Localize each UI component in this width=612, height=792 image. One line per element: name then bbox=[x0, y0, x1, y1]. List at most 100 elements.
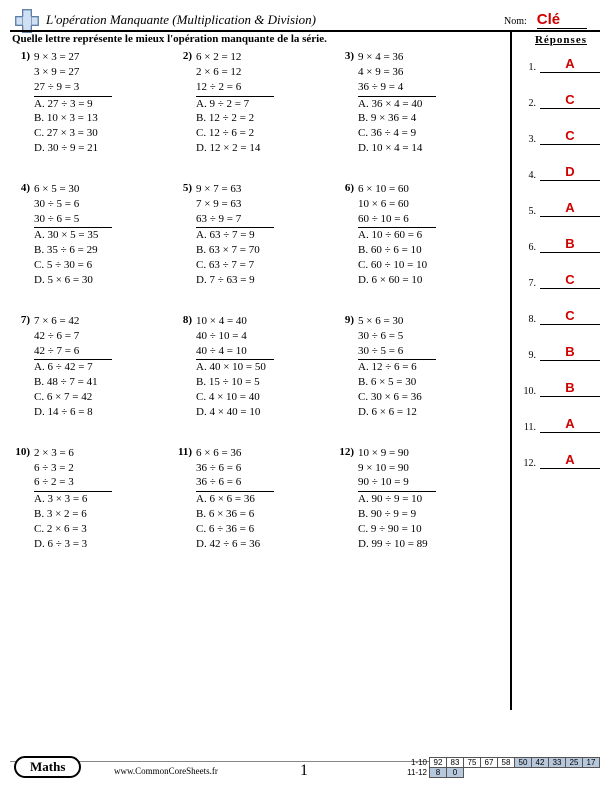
problem-body: 9 × 3 = 273 × 9 = 2727 ÷ 9 = 3A. 27 ÷ 3 … bbox=[34, 50, 112, 156]
answer-number: 12. bbox=[522, 458, 536, 469]
answer-choice: D. 99 ÷ 10 = 89 bbox=[358, 537, 436, 552]
equation-line: 27 ÷ 9 = 3 bbox=[34, 80, 112, 97]
equation-line: 4 × 9 = 36 bbox=[358, 65, 436, 80]
problem: 2)6 × 2 = 122 × 6 = 1212 ÷ 2 = 6A. 9 ÷ 2… bbox=[174, 50, 336, 156]
page-number: 1 bbox=[300, 762, 308, 780]
answer-choice: C. 4 × 10 = 40 bbox=[196, 390, 274, 405]
equation-line: 40 ÷ 4 = 10 bbox=[196, 344, 274, 361]
answer-choice: C. 6 ÷ 36 = 6 bbox=[196, 522, 274, 537]
answer-number: 3. bbox=[522, 134, 536, 145]
problem: 4)6 × 5 = 3030 ÷ 5 = 630 ÷ 6 = 5A. 30 × … bbox=[12, 182, 174, 288]
equation-line: 90 ÷ 10 = 9 bbox=[358, 475, 436, 492]
answer-choice: D. 10 × 4 = 14 bbox=[358, 141, 436, 156]
answer-number: 9. bbox=[522, 350, 536, 361]
problem-number: 11) bbox=[174, 446, 196, 458]
answer-row: 2.C bbox=[522, 92, 600, 109]
problem-number: 9) bbox=[336, 314, 358, 326]
answer-choice: A. 10 ÷ 60 = 6 bbox=[358, 228, 436, 243]
equation-line: 63 ÷ 9 = 7 bbox=[196, 212, 274, 229]
equation-line: 30 ÷ 5 = 6 bbox=[34, 197, 112, 212]
answer-choice: C. 12 ÷ 6 = 2 bbox=[196, 126, 274, 141]
answer-choice: C. 9 ÷ 90 = 10 bbox=[358, 522, 436, 537]
problem-number: 2) bbox=[174, 50, 196, 62]
answer-choice: A. 36 × 4 = 40 bbox=[358, 97, 436, 112]
equation-line: 2 × 6 = 12 bbox=[196, 65, 274, 80]
footer: Maths www.CommonCoreSheets.fr 1 1-109283… bbox=[12, 752, 600, 782]
answer-value: C bbox=[540, 128, 600, 145]
equation-line: 36 ÷ 9 = 4 bbox=[358, 80, 436, 97]
equation-line: 6 ÷ 3 = 2 bbox=[34, 461, 112, 476]
answer-row: 9.B bbox=[522, 344, 600, 361]
equation-line: 60 ÷ 10 = 6 bbox=[358, 212, 436, 229]
problem-body: 9 × 7 = 637 × 9 = 6363 ÷ 9 = 7A. 63 ÷ 7 … bbox=[196, 182, 274, 288]
answer-row: 1. A bbox=[522, 56, 600, 73]
answer-number: 6. bbox=[522, 242, 536, 253]
equation-line: 6 × 10 = 60 bbox=[358, 182, 436, 197]
answer-choice: B. 35 ÷ 6 = 29 bbox=[34, 243, 112, 258]
equation-line: 10 × 9 = 90 bbox=[358, 446, 436, 461]
answer-choice: A. 90 ÷ 9 = 10 bbox=[358, 492, 436, 507]
worksheet-page: L'opération Manquante (Multiplication & … bbox=[0, 0, 612, 792]
equation-line: 30 ÷ 6 = 5 bbox=[358, 329, 436, 344]
equation-line: 6 × 2 = 12 bbox=[196, 50, 274, 65]
answer-number: 5. bbox=[522, 206, 536, 217]
answer-choice: B. 9 × 36 = 4 bbox=[358, 111, 436, 126]
answer-row: 6. B bbox=[522, 236, 600, 253]
answer-key-label: Clé bbox=[537, 11, 587, 29]
problem-body: 6 × 5 = 3030 ÷ 5 = 630 ÷ 6 = 5A. 30 × 5 … bbox=[34, 182, 112, 288]
problem-body: 6 × 10 = 6010 × 6 = 6060 ÷ 10 = 6A. 10 ÷… bbox=[358, 182, 436, 288]
answer-choice: A. 3 × 3 = 6 bbox=[34, 492, 112, 507]
answer-choice: B. 90 ÷ 9 = 9 bbox=[358, 507, 436, 522]
answer-value: A bbox=[540, 200, 600, 217]
equation-line: 2 × 3 = 6 bbox=[34, 446, 112, 461]
problem-body: 5 × 6 = 3030 ÷ 6 = 530 ÷ 5 = 6A. 12 ÷ 6 … bbox=[358, 314, 436, 420]
problem: 3)9 × 4 = 364 × 9 = 3636 ÷ 9 = 4A. 36 × … bbox=[336, 50, 498, 156]
score-grid: 1-109283756758504233251711-1280 bbox=[406, 757, 601, 778]
answer-choice: D. 5 × 6 = 30 bbox=[34, 273, 112, 288]
equation-line: 36 ÷ 6 = 6 bbox=[196, 461, 274, 476]
problem: 7)7 × 6 = 4242 ÷ 6 = 742 ÷ 7 = 6A. 6 ÷ 4… bbox=[12, 314, 174, 420]
answer-value: A bbox=[540, 56, 600, 73]
problem-body: 2 × 3 = 66 ÷ 3 = 26 ÷ 2 = 3A. 3 × 3 = 6B… bbox=[34, 446, 112, 552]
answer-choice: B. 12 ÷ 2 = 2 bbox=[196, 111, 274, 126]
answer-number: 8. bbox=[522, 314, 536, 325]
problem: 6)6 × 10 = 6010 × 6 = 6060 ÷ 10 = 6A. 10… bbox=[336, 182, 498, 288]
answer-choice: D. 12 × 2 = 14 bbox=[196, 141, 274, 156]
answer-choice: C. 30 × 6 = 36 bbox=[358, 390, 436, 405]
answer-choice: A. 30 × 5 = 35 bbox=[34, 228, 112, 243]
answer-choice: D. 42 ÷ 6 = 36 bbox=[196, 537, 274, 552]
equation-line: 40 ÷ 10 = 4 bbox=[196, 329, 274, 344]
equation-line: 42 ÷ 7 = 6 bbox=[34, 344, 112, 361]
problem-number: 10) bbox=[12, 446, 34, 458]
answer-choice: C. 5 ÷ 30 = 6 bbox=[34, 258, 112, 273]
answer-value: C bbox=[540, 308, 600, 325]
answer-choice: A. 6 ÷ 42 = 7 bbox=[34, 360, 112, 375]
answer-choice: A. 40 × 10 = 50 bbox=[196, 360, 274, 375]
answer-choice: C. 63 ÷ 7 = 7 bbox=[196, 258, 274, 273]
equation-line: 9 × 10 = 90 bbox=[358, 461, 436, 476]
problem-body: 10 × 4 = 4040 ÷ 10 = 440 ÷ 4 = 10A. 40 ×… bbox=[196, 314, 274, 420]
equation-line: 5 × 6 = 30 bbox=[358, 314, 436, 329]
answer-value: D bbox=[540, 164, 600, 181]
problem-number: 5) bbox=[174, 182, 196, 194]
header: L'opération Manquante (Multiplication & … bbox=[46, 11, 598, 29]
answer-number: 10. bbox=[522, 386, 536, 397]
problem: 1)9 × 3 = 273 × 9 = 2727 ÷ 9 = 3A. 27 ÷ … bbox=[12, 50, 174, 156]
problem-body: 6 × 2 = 122 × 6 = 1212 ÷ 2 = 6A. 9 ÷ 2 =… bbox=[196, 50, 274, 156]
answer-value: C bbox=[540, 272, 600, 289]
answer-choice: D. 30 ÷ 9 = 21 bbox=[34, 141, 112, 156]
equation-line: 7 × 9 = 63 bbox=[196, 197, 274, 212]
answer-choice: C. 60 ÷ 10 = 10 bbox=[358, 258, 436, 273]
worksheet-title: L'opération Manquante (Multiplication & … bbox=[46, 12, 316, 28]
answer-choice: B. 6 × 5 = 30 bbox=[358, 375, 436, 390]
problem-number: 12) bbox=[336, 446, 358, 458]
answer-choice: B. 3 × 2 = 6 bbox=[34, 507, 112, 522]
answer-value: B bbox=[540, 236, 600, 253]
answer-number: 4. bbox=[522, 170, 536, 181]
answer-number: 1. bbox=[522, 62, 536, 73]
answer-row: 4. D bbox=[522, 164, 600, 181]
problems-grid: 1)9 × 3 = 273 × 9 = 2727 ÷ 9 = 3A. 27 ÷ … bbox=[12, 50, 498, 578]
problem-body: 7 × 6 = 4242 ÷ 6 = 742 ÷ 7 = 6A. 6 ÷ 42 … bbox=[34, 314, 112, 420]
answer-choice: A. 9 ÷ 2 = 7 bbox=[196, 97, 274, 112]
equation-line: 30 ÷ 5 = 6 bbox=[358, 344, 436, 361]
